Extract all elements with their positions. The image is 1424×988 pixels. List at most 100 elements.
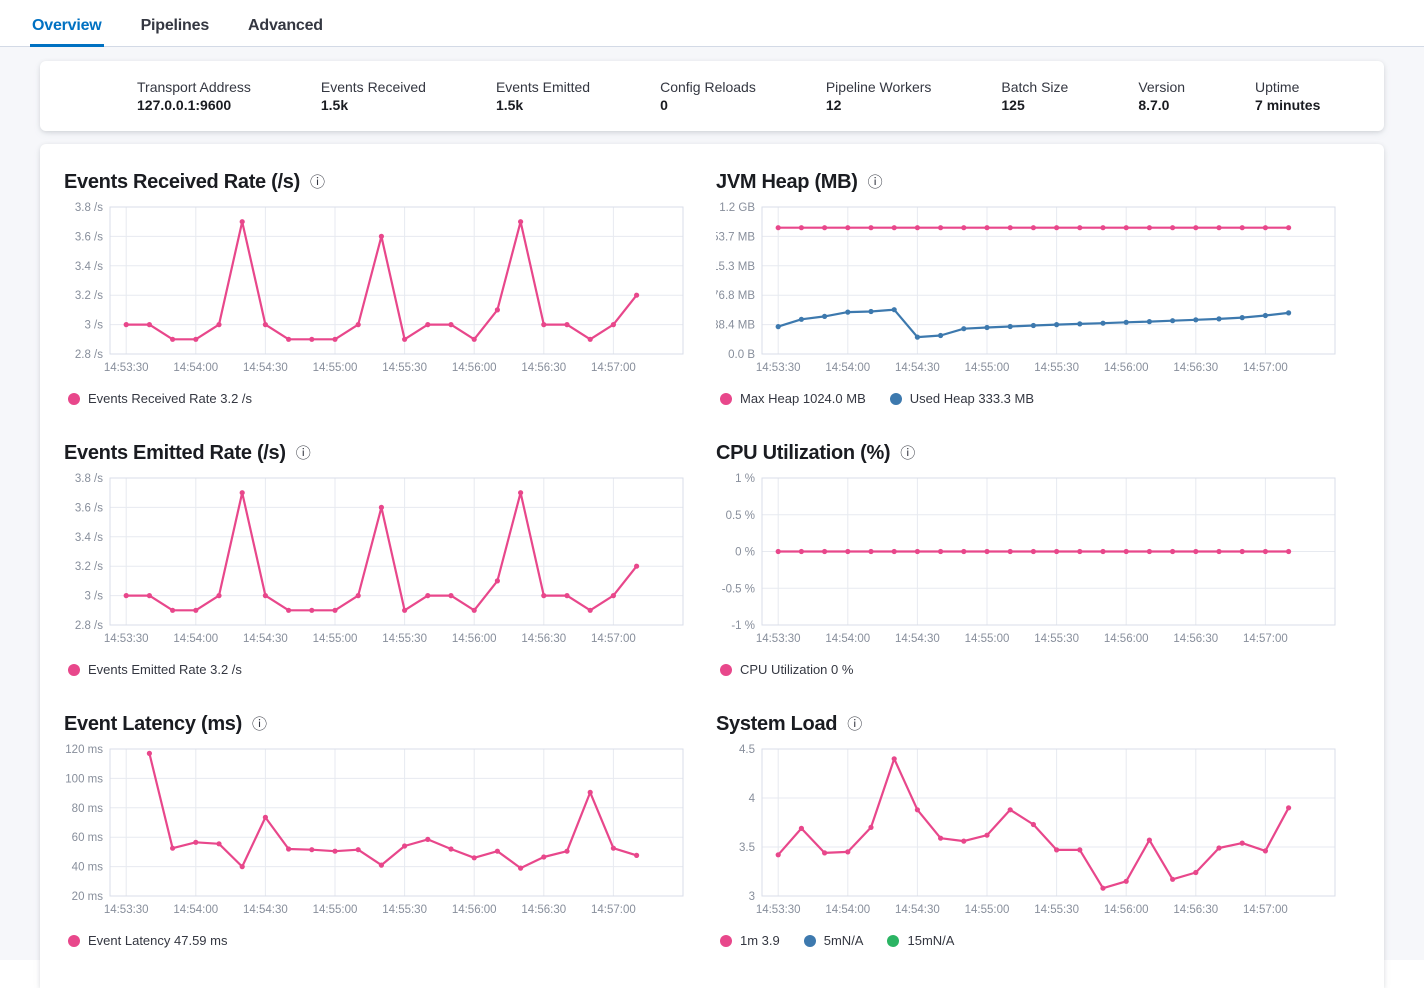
x-tick-label: 14:54:00 <box>825 633 870 645</box>
data-point <box>1030 821 1036 828</box>
line-chart[interactable]: 1 % 0.5 % 0 % -0.5 % -1 %14:53:30 14:54:00 14:… <box>716 471 1337 650</box>
data-point <box>216 593 222 599</box>
data-point <box>1007 323 1013 330</box>
stat-label: Events Received <box>320 79 426 95</box>
data-point <box>891 756 897 762</box>
series-line <box>148 753 637 870</box>
chart-panel: JVM Heap (MB) ⓘ 1.2 GB 953.7 MB 715.3 MB 47… <box>706 171 1337 406</box>
data-point <box>845 849 851 855</box>
info-icon[interactable]: ⓘ <box>309 173 325 191</box>
data-point <box>1170 876 1176 882</box>
data-point <box>822 225 828 231</box>
data-point <box>938 548 944 555</box>
x-tick-label: 14:55:00 <box>313 633 358 645</box>
plot-frame <box>761 477 1336 626</box>
data-point <box>332 848 338 854</box>
data-point <box>286 336 292 342</box>
data-point <box>518 219 524 225</box>
legend-item: 15mN/A <box>887 933 954 948</box>
data-point <box>193 336 199 342</box>
y-tick-label: 120 ms <box>65 744 103 756</box>
x-tick-label: 14:57:00 <box>591 633 636 645</box>
y-tick-label: 3.8 /s <box>75 473 103 485</box>
data-point <box>984 324 990 331</box>
legend-label: 5mN/A <box>823 933 864 948</box>
info-icon[interactable]: ⓘ <box>295 444 311 462</box>
stat-label: Uptime <box>1255 79 1300 95</box>
data-point <box>1100 320 1106 326</box>
data-point <box>1286 548 1292 555</box>
legend-item: Events Received Rate 3.2 /s <box>68 391 252 406</box>
plot-frame <box>109 477 684 626</box>
data-point <box>1262 312 1268 319</box>
stat-value: 12 <box>825 97 842 113</box>
data-point <box>425 593 431 599</box>
x-tick-label: 14:56:00 <box>452 904 497 916</box>
stat-value: 127.0.0.1:9600 <box>137 97 232 113</box>
data-point <box>378 862 384 868</box>
data-point <box>262 322 268 328</box>
stat-value: 1.5k <box>495 97 524 113</box>
data-point <box>634 852 640 858</box>
x-tick-label: 14:57:00 <box>591 904 636 916</box>
data-point <box>1030 322 1036 329</box>
line-chart[interactable]: 120 ms 100 ms 80 ms 60 ms 40 ms 20 ms14:53:30… <box>64 742 685 921</box>
data-point <box>587 789 593 795</box>
info-icon[interactable]: ⓘ <box>847 715 863 733</box>
data-point <box>775 225 781 231</box>
data-point <box>1054 847 1060 853</box>
tab-advanced[interactable]: Advanced <box>248 17 323 34</box>
line-chart[interactable]: 1.2 GB 953.7 MB 715.3 MB 476.8 MB 238.4 MB 0.… <box>706 200 1337 379</box>
y-tick-label: 238.4 MB <box>716 320 755 332</box>
data-point <box>961 838 967 844</box>
data-point <box>332 607 338 613</box>
x-tick-label: 14:53:30 <box>104 362 149 374</box>
x-tick-label: 14:55:30 <box>382 904 427 916</box>
info-icon[interactable]: ⓘ <box>867 173 883 191</box>
line-chart[interactable]: 3.8 /s 3.6 /s 3.4 /s 3.2 /s 3 /s 2.8 /s14:53:… <box>64 471 685 650</box>
y-tick-label: 3 <box>749 891 755 903</box>
data-point <box>471 855 477 861</box>
y-tick-label: 3 /s <box>84 320 103 332</box>
info-icon[interactable]: ⓘ <box>252 715 268 733</box>
x-tick-label: 14:54:30 <box>243 633 288 645</box>
x-tick-label: 14:53:30 <box>756 362 801 374</box>
legend-dot-icon <box>68 392 80 405</box>
data-point <box>938 332 944 339</box>
line-chart[interactable]: 4.5 4 3.5 314:53:30 14:54:00 14:54:30 14:55:00… <box>716 742 1337 921</box>
legend-dot-icon <box>887 934 900 947</box>
data-point <box>961 225 967 231</box>
y-tick-label: -0.5 % <box>722 583 755 595</box>
chart-panel: Events Received Rate (/s) ⓘ 3.8 /s 3.6 /s… <box>64 171 685 406</box>
x-tick-label: 14:54:30 <box>243 904 288 916</box>
y-tick-label: 100 ms <box>65 773 103 785</box>
series-line <box>126 491 638 612</box>
tab-pipelines[interactable]: Pipelines <box>140 17 210 34</box>
y-tick-label: 4 <box>749 793 756 805</box>
x-tick-label: 14:55:30 <box>382 633 427 645</box>
tab-overview[interactable]: Overview <box>30 13 104 47</box>
line-chart[interactable]: 3.8 /s 3.6 /s 3.4 /s 3.2 /s 3 /s 2.8 /s14:53:… <box>64 200 685 379</box>
x-tick-label: 14:54:00 <box>825 362 870 374</box>
data-point <box>425 836 431 842</box>
x-tick-label: 14:56:00 <box>1104 904 1149 916</box>
info-icon[interactable]: ⓘ <box>900 444 916 462</box>
charts-grid: Events Received Rate (/s) ⓘ 3.8 /s 3.6 /s… <box>40 144 1384 988</box>
chart-title: System Load <box>716 713 838 735</box>
data-point <box>1286 310 1292 316</box>
x-tick-label: 14:54:30 <box>895 362 940 374</box>
data-point <box>914 807 920 813</box>
data-point <box>541 593 547 599</box>
data-point <box>494 848 500 854</box>
legend-dot-icon <box>720 392 732 405</box>
data-point <box>938 225 944 231</box>
legend-label: Used Heap 333.3 MB <box>909 391 1035 406</box>
legend-dot-icon <box>68 663 80 676</box>
data-point <box>822 850 828 856</box>
data-point <box>425 322 431 328</box>
data-point <box>1123 225 1129 231</box>
chart-title: JVM Heap (MB) <box>716 171 858 193</box>
stat-item: Version 8.7.0 <box>1138 78 1185 114</box>
data-point <box>564 848 570 854</box>
data-point <box>961 326 967 332</box>
